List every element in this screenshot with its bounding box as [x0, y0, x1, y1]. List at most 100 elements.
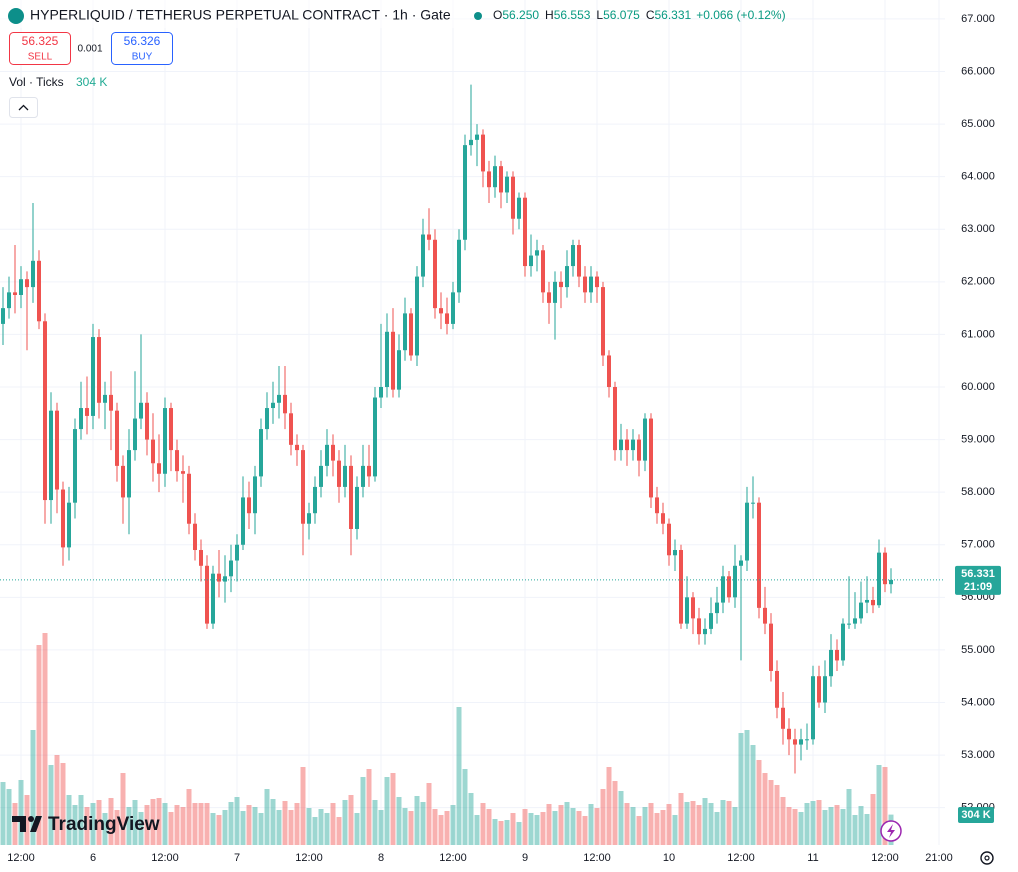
sell-price: 56.325 — [22, 34, 59, 48]
candle-body — [265, 408, 269, 430]
y-tick-label: 63.000 — [961, 223, 995, 235]
ohlc-value: 56.250 — [502, 8, 539, 22]
volume-bar — [90, 803, 96, 845]
volume-bar — [168, 812, 174, 845]
y-tick-label: 55.000 — [961, 644, 995, 656]
volume-bar — [174, 805, 180, 845]
settings-icon[interactable] — [980, 851, 994, 865]
volume-bar — [834, 805, 840, 845]
volume-bar — [480, 803, 486, 845]
candle-body — [625, 439, 629, 451]
x-tick-label: 10 — [663, 852, 675, 864]
candle-body — [601, 287, 605, 356]
volume-bar — [474, 815, 480, 845]
candle-body — [511, 176, 515, 219]
volume-bar — [390, 773, 396, 845]
volume-bar — [840, 809, 846, 845]
candle-body — [451, 292, 455, 324]
volume-bar — [696, 805, 702, 845]
candle-body — [259, 429, 263, 477]
candle-body — [775, 670, 779, 708]
ohlc-key: O — [493, 8, 502, 22]
candle-body — [247, 497, 251, 514]
volume-bar — [492, 819, 498, 845]
ohlc-value: 56.075 — [603, 8, 640, 22]
candle-body — [817, 676, 821, 703]
x-tick-label: 12:00 — [7, 852, 35, 864]
candle-body — [673, 550, 677, 556]
candle-body — [697, 618, 701, 635]
volume-bar — [636, 816, 642, 845]
volume-bar — [264, 789, 270, 845]
y-tick-label: 59.000 — [961, 433, 995, 445]
candle-body — [115, 410, 119, 466]
candle-body — [871, 599, 875, 606]
candle-body — [859, 602, 863, 619]
y-tick-label: 58.000 — [961, 486, 995, 498]
volume-bar — [594, 808, 600, 845]
candle-body — [829, 649, 833, 677]
y-tick-label: 66.000 — [961, 65, 995, 77]
candle-body — [379, 387, 383, 398]
candle-body — [631, 439, 635, 451]
volume-bar — [714, 812, 720, 845]
volume-bar — [408, 811, 414, 845]
volume-bar — [222, 810, 228, 845]
candle-body — [823, 676, 827, 703]
volume-bar — [720, 800, 726, 845]
volume-bar — [12, 803, 18, 845]
candle-body — [739, 560, 743, 566]
collapse-button[interactable] — [9, 97, 38, 118]
candle-body — [97, 337, 101, 403]
x-tick-label: 12:00 — [151, 852, 179, 864]
volume-bar — [396, 797, 402, 845]
y-tick-label: 67.000 — [961, 13, 995, 25]
volume-bar — [816, 800, 822, 845]
status-dot — [474, 12, 482, 20]
sell-button[interactable] — [9, 32, 71, 65]
candle-body — [751, 502, 755, 504]
candle-body — [13, 292, 17, 295]
candle-body — [565, 266, 569, 288]
candle-body — [721, 576, 725, 603]
volume-bar — [210, 813, 216, 845]
volume-bar — [564, 802, 570, 845]
volume-bar — [750, 745, 756, 845]
volume-bar — [756, 760, 762, 845]
volume-bar — [612, 781, 618, 845]
candle-body — [595, 276, 599, 288]
volume-bar — [738, 733, 744, 845]
volume-bar — [468, 793, 474, 845]
candle-body — [361, 465, 365, 487]
volume-bar — [354, 813, 360, 845]
volume-bar — [528, 813, 534, 845]
candle-body — [187, 473, 191, 524]
x-tick-label: 12:00 — [583, 852, 611, 864]
volume-bar — [516, 822, 522, 845]
candle-body — [271, 402, 275, 409]
candle-body — [307, 513, 311, 524]
volume-bar — [456, 707, 462, 845]
volume-bar — [774, 785, 780, 845]
volume-bar — [228, 802, 234, 845]
candle-body — [151, 439, 155, 464]
volume-bar — [18, 780, 24, 845]
x-tick-label: 21:00 — [925, 852, 953, 864]
volume-bar — [108, 798, 114, 845]
volume-bar — [852, 815, 858, 845]
logo-mark — [12, 816, 42, 832]
x-tick-label: 7 — [234, 852, 240, 864]
candle-body — [547, 292, 551, 303]
volume-bar — [138, 812, 144, 845]
buy-button[interactable] — [111, 32, 173, 65]
volume-bar — [414, 796, 420, 845]
volume-bar — [618, 791, 624, 845]
volume-bar — [378, 810, 384, 845]
candle-body — [499, 166, 503, 193]
candle-body — [691, 597, 695, 619]
volume-bar — [858, 806, 864, 845]
x-tick-label: 6 — [90, 852, 96, 864]
volume-bar — [216, 815, 222, 845]
candle-body — [553, 281, 557, 303]
y-tick-label: 62.000 — [961, 276, 995, 288]
